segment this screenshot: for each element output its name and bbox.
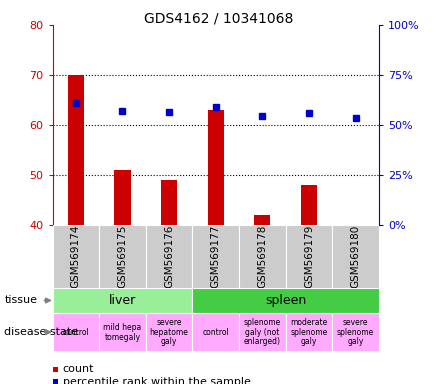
Bar — [208, 110, 224, 225]
Text: liver: liver — [109, 294, 136, 307]
Bar — [53, 225, 99, 288]
Text: count: count — [63, 364, 94, 374]
Text: moderate
splenome
galy: moderate splenome galy — [290, 318, 328, 346]
Bar — [192, 288, 379, 313]
Bar — [192, 225, 239, 288]
Text: GSM569176: GSM569176 — [164, 225, 174, 288]
Text: GSM569177: GSM569177 — [211, 225, 221, 288]
Text: GSM569175: GSM569175 — [117, 225, 127, 288]
Text: GSM569179: GSM569179 — [304, 225, 314, 288]
Bar — [53, 288, 192, 313]
Bar — [146, 313, 192, 351]
Text: GDS4162 / 10341068: GDS4162 / 10341068 — [144, 12, 294, 25]
Bar — [53, 313, 99, 351]
Bar — [192, 313, 239, 351]
Bar — [239, 313, 286, 351]
Text: severe
hepatome
galy: severe hepatome galy — [150, 318, 188, 346]
Text: disease state: disease state — [4, 327, 78, 337]
Text: spleen: spleen — [265, 294, 306, 307]
Bar — [332, 225, 379, 288]
Bar — [99, 313, 146, 351]
Text: splenome
galy (not
enlarged): splenome galy (not enlarged) — [244, 318, 281, 346]
Bar — [53, 379, 58, 384]
Text: tissue: tissue — [4, 295, 37, 306]
Text: GSM569178: GSM569178 — [258, 225, 267, 288]
Bar — [146, 225, 192, 288]
Bar — [114, 170, 131, 225]
Bar — [332, 313, 379, 351]
Text: GSM569180: GSM569180 — [350, 225, 360, 288]
Bar — [53, 366, 58, 372]
Bar — [99, 225, 146, 288]
Bar — [161, 180, 177, 225]
Bar — [68, 75, 84, 225]
Text: severe
splenome
galy: severe splenome galy — [337, 318, 374, 346]
Text: percentile rank within the sample: percentile rank within the sample — [63, 376, 251, 384]
Text: mild hepa
tomegaly: mild hepa tomegaly — [103, 323, 141, 341]
Bar — [239, 225, 286, 288]
Bar — [286, 225, 332, 288]
Text: GSM569174: GSM569174 — [71, 225, 81, 288]
Text: control: control — [202, 328, 229, 337]
Bar — [254, 215, 271, 225]
Bar — [286, 313, 332, 351]
Text: control: control — [63, 328, 89, 337]
Bar — [301, 185, 317, 225]
